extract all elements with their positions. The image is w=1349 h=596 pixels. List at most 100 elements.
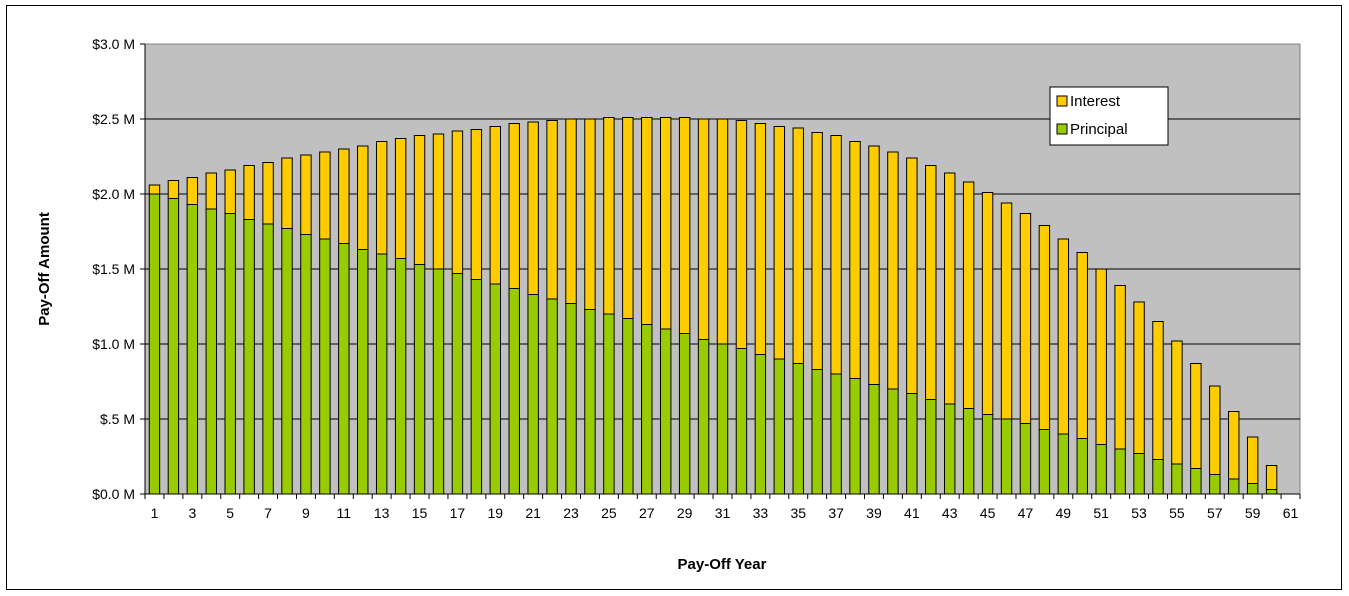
bar-principal [1228,478,1240,495]
bar-principal [1019,423,1032,495]
bar-principal [830,373,842,495]
bar-principal [868,384,880,495]
bar-interest [1246,436,1259,484]
legend: Interest Principal [1049,86,1169,146]
bar-principal [205,208,217,495]
bar-interest [716,118,729,345]
bar-principal [1076,438,1088,495]
bar-principal [375,253,388,495]
bar-principal [357,249,369,495]
x-tick-label: 5 [226,505,234,521]
bar-interest [697,118,710,340]
x-tick-label: 29 [677,505,693,521]
y-tick-labels: $0.0 M $.5 M $1.0 M $1.5 M $2.0 M $2.5 M $3.0 … [92,36,135,502]
bar-principal [925,399,937,495]
bar-principal [243,219,255,495]
bar-principal [300,234,312,495]
bar-principal [1246,483,1259,495]
legend-swatch-principal [1056,123,1068,135]
bar-interest [432,133,445,270]
bar-interest [1114,285,1126,450]
bar-interest [319,151,331,240]
x-axis-title: Pay-Off Year [678,556,767,573]
bar-principal [546,298,558,495]
bar-interest [622,117,634,319]
bar-interest [565,118,577,304]
bar-principal [962,408,975,495]
bar-interest [981,192,994,415]
bar-interest [1076,252,1088,439]
bar-interest [451,130,464,274]
bar-interest [584,118,596,310]
bar-interest [792,127,804,364]
x-tick-label: 49 [1056,505,1072,521]
bar-interest [659,117,672,330]
bar-principal [887,388,899,495]
bar-principal [1000,418,1013,495]
bar-interest [205,172,217,210]
bar-interest [962,181,975,409]
x-tick-label: 39 [866,505,882,521]
bar-principal [1095,444,1107,495]
x-tick-label: 27 [639,505,655,521]
x-tick-label: 13 [374,505,390,521]
bar-interest [394,138,407,259]
bar-principal [281,228,293,495]
bar-principal [716,343,729,495]
bar-interest [1152,321,1164,460]
bar-interest [243,165,255,220]
y-tick-label: $1.5 M [92,261,135,277]
x-tick-label: 19 [487,505,503,521]
bar-principal [1114,448,1126,495]
x-tick-label: 11 [337,505,352,521]
bar-interest [148,184,161,195]
bar-principal [641,324,653,495]
bar-interest [1265,465,1278,490]
bar-principal [319,238,331,495]
bar-principal [565,303,577,495]
y-tick-label: $1.0 M [92,336,135,352]
bar-interest [849,141,861,379]
x-tick-label: 35 [790,505,806,521]
bars [148,117,1278,495]
bar-principal [659,328,672,495]
y-tick-label: $.5 M [100,411,135,427]
bar-principal [811,369,823,495]
chart: $0.0 M $.5 M $1.0 M $1.5 M $2.0 M $2.5 M $3.0 … [36,36,1301,573]
bar-principal [622,318,634,495]
bar-principal [944,403,956,495]
legend-label-interest: Interest [1070,93,1121,110]
x-tick-label: 31 [715,505,731,521]
x-tick-label: 21 [525,505,541,521]
bar-interest [1095,268,1107,445]
bar-principal [1265,489,1278,495]
y-tick-label: $0.0 M [92,486,135,502]
bar-principal [1190,468,1202,495]
bar-interest [413,135,426,265]
bar-principal [148,193,161,495]
bar-principal [527,294,539,495]
bar-principal [338,243,350,495]
bar-principal [1038,429,1051,495]
y-tick-label: $3.0 M [92,36,135,52]
bar-principal [186,204,199,495]
y-tick-label: $2.5 M [92,111,135,127]
bar-principal [792,363,804,495]
bar-interest [1133,301,1145,454]
bar-interest [603,117,615,315]
bar-principal [394,258,407,495]
x-tick-label: 43 [942,505,958,521]
bar-principal [1209,474,1221,495]
x-tick-label: 41 [904,505,920,521]
bar-interest [1190,363,1202,469]
legend-swatch-interest [1056,95,1068,107]
bar-interest [1228,411,1240,480]
x-tick-label: 47 [1018,505,1034,521]
bar-principal [697,339,710,495]
bar-interest [641,117,653,325]
bar-principal [735,348,748,495]
x-tick-labels: 1 3 5 7 9 11 13 15 17 19 21 23 25 27 29 31 33 35 37 39 41 43 4… [151,505,1299,521]
y-tick-label: $2.0 M [92,186,135,202]
bar-principal [451,273,464,495]
x-tick-label: 45 [980,505,996,521]
